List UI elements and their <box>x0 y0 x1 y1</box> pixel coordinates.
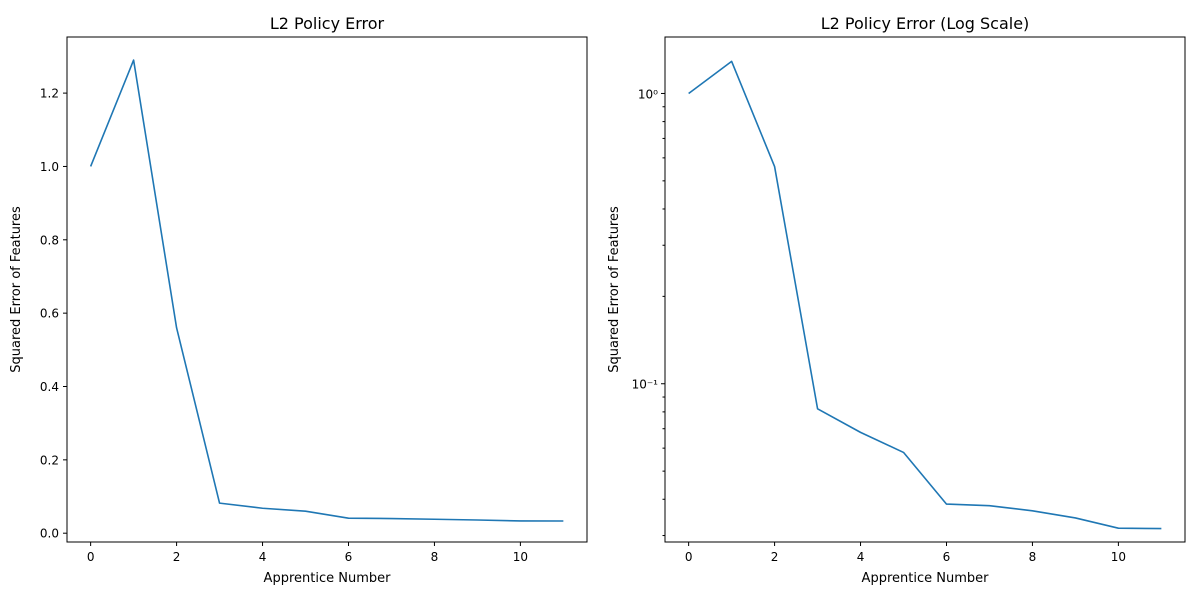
x-axis-label: Apprentice Number <box>862 571 990 586</box>
x-tick-label: 6 <box>943 550 951 564</box>
y-tick-label: 10⁰ <box>638 87 658 101</box>
x-tick-label: 10 <box>1111 550 1126 564</box>
y-axis-label: Squared Error of Features <box>607 206 622 373</box>
series-line-1 <box>688 60 1162 530</box>
x-axis-label: Apprentice Number <box>264 571 392 586</box>
chart-title: L2 Policy Error <box>270 14 385 33</box>
y-tick-label: 0.4 <box>40 380 59 394</box>
y-tick-label: 0.0 <box>40 527 59 541</box>
x-tick-label: 6 <box>345 550 353 564</box>
x-tick-label: 4 <box>259 550 267 564</box>
x-tick-label: 0 <box>87 550 95 564</box>
y-tick-label: 0.2 <box>40 453 59 467</box>
chart-panel-1: L2 Policy Error 0 2 4 6 8 10 0.0 0.2 0.4 0.6 0.8 1.0… <box>9 14 588 586</box>
y-tick-label: 10⁻¹ <box>632 378 659 392</box>
x-tick-label: 8 <box>431 550 439 564</box>
y-tick-label: 0.6 <box>40 307 59 321</box>
x-tick-label: 4 <box>857 550 865 564</box>
x-tick-label: 8 <box>1029 550 1037 564</box>
y-tick-label: 1.2 <box>40 87 59 101</box>
y-tick-label: 0.8 <box>40 233 59 247</box>
chart-title: L2 Policy Error (Log Scale) <box>821 14 1030 33</box>
x-tick-label: 2 <box>771 550 779 564</box>
plot-frame <box>664 36 1186 543</box>
x-tick-label: 2 <box>173 550 181 564</box>
y-axis-label: Squared Error of Features <box>9 206 24 373</box>
series-line-1 <box>89 59 564 522</box>
chart-panel-2: L2 Policy Error (Log Scale) 0 2 4 6 8 10 10⁻¹ 10… <box>607 14 1186 586</box>
plot-frame <box>66 36 588 543</box>
x-tick-label: 10 <box>513 550 528 564</box>
x-tick-label: 0 <box>685 550 693 564</box>
y-tick-label: 1.0 <box>40 160 59 174</box>
